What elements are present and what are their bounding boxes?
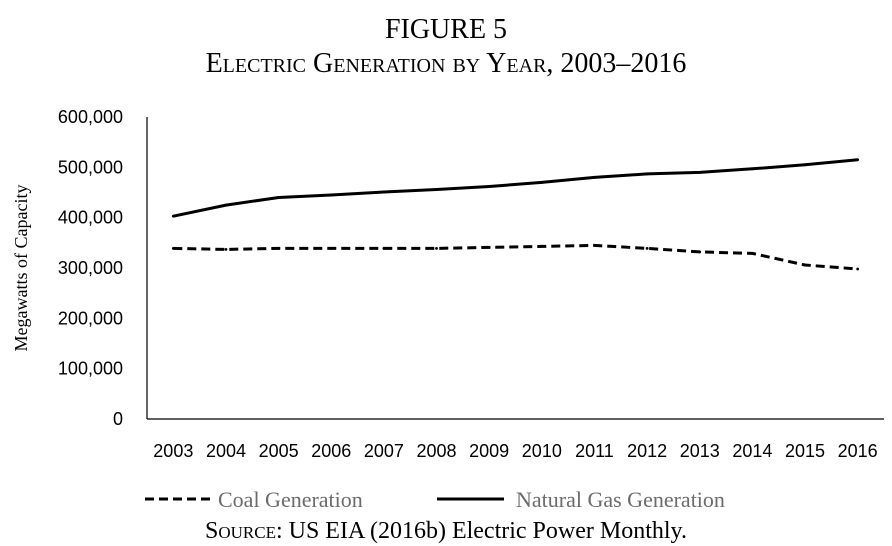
data-point <box>171 246 175 250</box>
x-tick-label: 2004 <box>206 441 246 461</box>
figure-source: Source: US EIA (2016b) Electric Power Mo… <box>0 518 892 545</box>
data-point <box>540 244 544 248</box>
y-axis-label: Megawatts of Capacity <box>11 185 31 352</box>
data-point <box>856 267 860 271</box>
figure-title: Electric Generation by Year, 2003–2016 <box>205 48 687 79</box>
legend-label: Natural Gas Generation <box>516 487 725 512</box>
source-prefix: Source <box>204 518 276 544</box>
y-tick-label: 300,000 <box>58 258 123 278</box>
data-point <box>698 250 702 254</box>
source-text: : US EIA (2016b) Electric Power Monthly. <box>275 518 687 544</box>
data-point <box>750 252 754 255</box>
x-tick-label: 2009 <box>469 441 509 461</box>
y-tick-labels: 0 100,000 200,000 300,000 400,000 500,000 600,… <box>58 107 123 429</box>
data-point <box>224 203 228 207</box>
data-point <box>698 170 702 174</box>
data-point <box>593 176 596 179</box>
x-tick-label: 2014 <box>732 441 772 461</box>
data-point <box>803 163 807 167</box>
x-tick-label: 2008 <box>417 441 457 461</box>
line-chart: 0 100,000 200,000 300,000 400,000 500,000 600,… <box>11 107 884 512</box>
data-point <box>435 188 438 191</box>
data-point <box>540 181 544 184</box>
y-tick-label: 500,000 <box>58 157 123 177</box>
data-point <box>645 172 649 176</box>
data-point <box>277 196 281 199</box>
y-tick-label: 200,000 <box>58 308 123 328</box>
data-point <box>171 214 175 218</box>
x-tick-label: 2007 <box>364 441 404 461</box>
y-tick-label: 100,000 <box>58 359 123 379</box>
data-point <box>277 246 281 250</box>
data-point <box>593 243 596 247</box>
x-tick-label: 2010 <box>522 441 562 461</box>
series-line <box>172 158 858 218</box>
data-point <box>382 190 386 194</box>
data-point <box>382 246 386 250</box>
data-point <box>329 193 333 197</box>
data-point <box>750 167 754 171</box>
x-tick-label: 2016 <box>838 441 878 461</box>
data-point <box>856 158 860 162</box>
data-point <box>224 247 228 251</box>
y-tick-label: 0 <box>113 409 123 429</box>
x-tick-label: 2005 <box>259 441 299 461</box>
data-point <box>487 185 491 188</box>
y-tick-label: 400,000 <box>58 208 123 228</box>
x-tick-label: 2006 <box>311 441 351 461</box>
data-point <box>803 263 807 267</box>
x-tick-label: 2011 <box>575 441 614 461</box>
x-tick-labels: 2003 2004 2005 2006 2007 2008 2009 2010 2011 2012… <box>153 441 877 461</box>
legend-label: Coal Generation <box>218 487 363 512</box>
legend: Coal Generation Natural Gas Generation <box>145 487 725 512</box>
series-lines <box>171 158 860 271</box>
figure-label: FIGURE 5 <box>384 14 508 45</box>
x-tick-label: 2015 <box>785 441 825 461</box>
x-tick-label: 2013 <box>680 441 720 461</box>
series-line <box>173 243 858 271</box>
data-point <box>487 245 491 249</box>
y-tick-label: 600,000 <box>58 107 123 127</box>
x-tick-label: 2012 <box>627 441 667 461</box>
axes <box>146 117 884 420</box>
data-point <box>435 246 438 250</box>
x-tick-label: 2003 <box>153 441 193 461</box>
data-point <box>329 246 333 250</box>
data-point <box>645 246 649 250</box>
